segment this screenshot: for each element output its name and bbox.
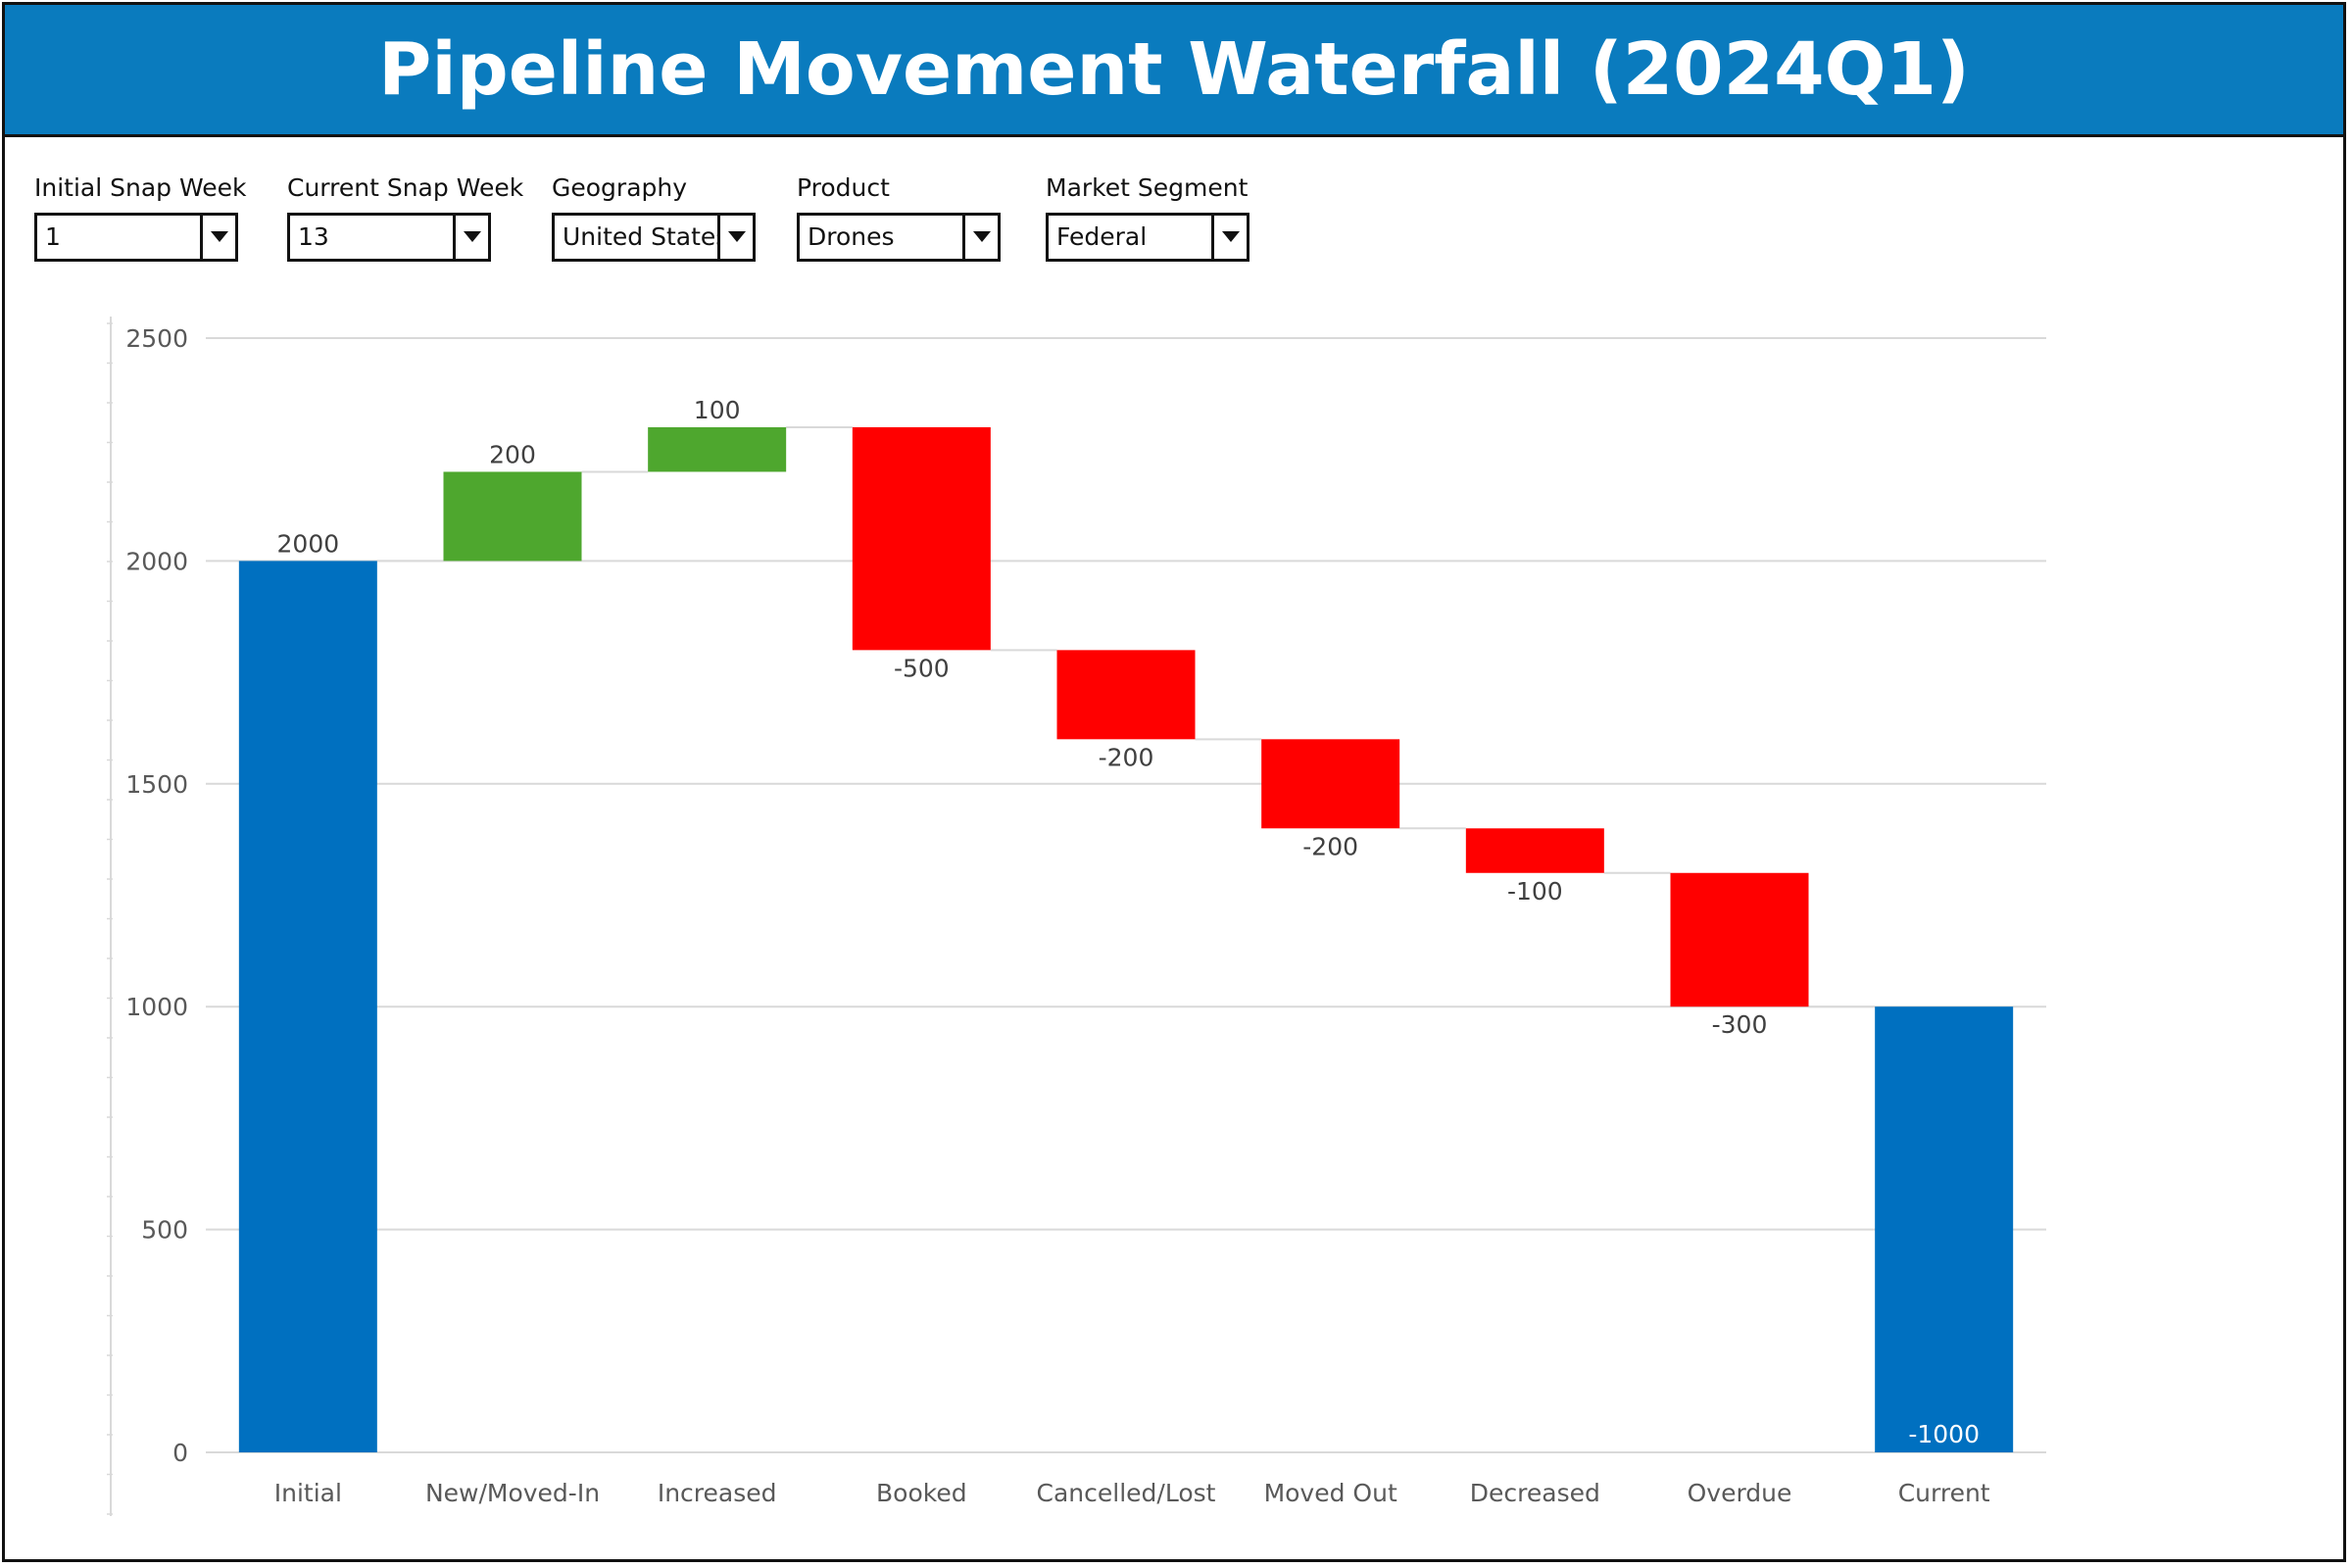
market-segment-dropdown[interactable]: Federal bbox=[1046, 213, 1250, 262]
filter-geography: Geography United States bbox=[552, 173, 756, 262]
category-label: Booked bbox=[876, 1479, 967, 1507]
chevron-down-icon bbox=[727, 231, 746, 242]
filter-market-segment: Market Segment Federal bbox=[1046, 173, 1250, 262]
waterfall-bar bbox=[852, 426, 991, 651]
dropdown-value: Federal bbox=[1056, 222, 1148, 251]
waterfall-bar bbox=[1465, 828, 1604, 873]
waterfall-bar bbox=[648, 426, 787, 472]
y-tick-label: 2000 bbox=[125, 547, 188, 575]
dropdown-arrow-button[interactable] bbox=[962, 216, 998, 259]
data-label: 200 bbox=[489, 440, 536, 468]
category-label: Initial bbox=[274, 1479, 342, 1507]
filter-label: Product bbox=[797, 173, 890, 202]
waterfall-bar bbox=[238, 561, 377, 1452]
data-label: -100 bbox=[1507, 877, 1563, 906]
dropdown-value: 13 bbox=[298, 222, 329, 251]
product-dropdown[interactable]: Drones bbox=[797, 213, 1001, 262]
dropdown-arrow-button[interactable] bbox=[200, 216, 235, 259]
waterfall-bar bbox=[443, 471, 582, 562]
y-tick-label: 1000 bbox=[125, 993, 188, 1021]
category-label: Current bbox=[1898, 1479, 1990, 1507]
waterfall-bar bbox=[1875, 1006, 2014, 1452]
filter-current-snap-week: Current Snap Week 13 bbox=[287, 173, 524, 262]
geography-dropdown[interactable]: United States bbox=[552, 213, 756, 262]
waterfall-bar bbox=[1056, 650, 1196, 740]
waterfall-bar bbox=[1670, 872, 1809, 1007]
filter-label: Initial Snap Week bbox=[34, 173, 247, 202]
category-label: Decreased bbox=[1470, 1479, 1600, 1507]
dropdown-arrow-button[interactable] bbox=[717, 216, 753, 259]
y-tick-label: 0 bbox=[172, 1439, 188, 1467]
current-snap-week-dropdown[interactable]: 13 bbox=[287, 213, 491, 262]
category-label: Moved Out bbox=[1264, 1479, 1397, 1507]
waterfall-chart: 0 500 1000 1500 2000 2500 2000 Initial 200 New/Mo… bbox=[107, 317, 2046, 1516]
dropdown-value: 1 bbox=[45, 222, 61, 251]
data-label: -200 bbox=[1302, 832, 1358, 860]
title-bar: Pipeline Movement Waterfall (2024Q1) bbox=[5, 5, 2343, 137]
page-title: Pipeline Movement Waterfall (2024Q1) bbox=[378, 27, 1970, 112]
filter-label: Market Segment bbox=[1046, 173, 1249, 202]
y-tick-label: 2500 bbox=[125, 324, 188, 353]
y-tick-label: 500 bbox=[141, 1216, 188, 1245]
dropdown-value: United States bbox=[563, 222, 717, 251]
y-tick-label: 1500 bbox=[125, 770, 188, 799]
data-label: 2000 bbox=[277, 529, 340, 558]
dropdown-arrow-button[interactable] bbox=[453, 216, 488, 259]
initial-snap-week-dropdown[interactable]: 1 bbox=[34, 213, 238, 262]
data-label: 100 bbox=[694, 396, 741, 424]
filter-product: Product Drones bbox=[797, 173, 1001, 262]
category-label: New/Moved-In bbox=[425, 1479, 600, 1507]
chevron-down-icon bbox=[210, 231, 228, 242]
waterfall-bar bbox=[1261, 739, 1400, 829]
dropdown-arrow-button[interactable] bbox=[1211, 216, 1247, 259]
data-label: -1000 bbox=[1908, 1420, 1980, 1448]
chevron-down-icon bbox=[463, 231, 481, 242]
dropdown-value: Drones bbox=[808, 222, 895, 251]
data-label: -500 bbox=[894, 654, 950, 682]
data-label: -300 bbox=[1712, 1010, 1768, 1039]
data-label: -200 bbox=[1099, 743, 1154, 771]
category-label: Overdue bbox=[1688, 1479, 1792, 1507]
filter-initial-snap-week: Initial Snap Week 1 bbox=[34, 173, 247, 262]
category-label: Increased bbox=[658, 1479, 777, 1507]
filter-label: Geography bbox=[552, 173, 688, 202]
category-label: Cancelled/Lost bbox=[1037, 1479, 1216, 1507]
chevron-down-icon bbox=[972, 231, 991, 242]
filter-label: Current Snap Week bbox=[287, 173, 524, 202]
chevron-down-icon bbox=[1221, 231, 1240, 242]
